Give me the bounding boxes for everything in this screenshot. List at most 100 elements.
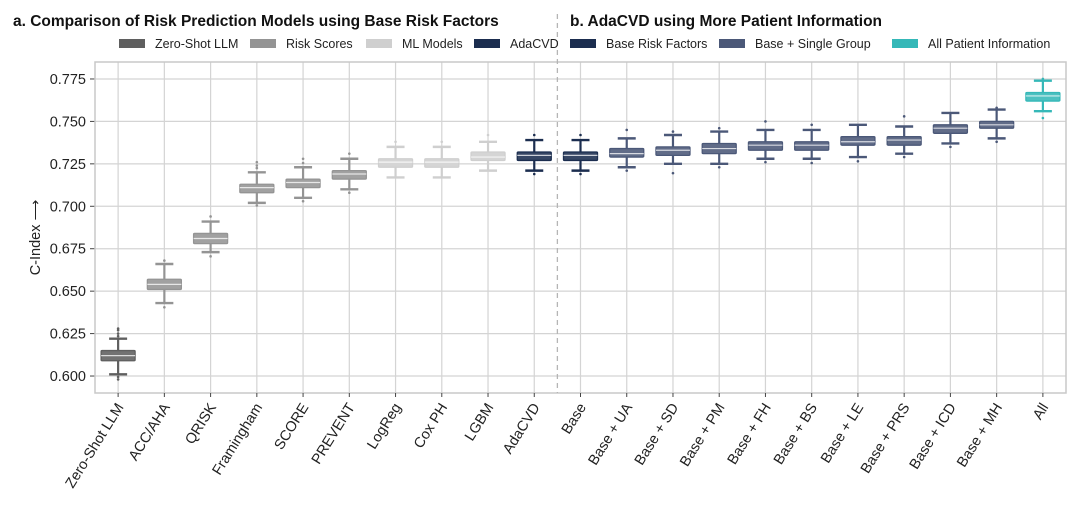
box-iqr [424, 158, 460, 168]
box-qrisk [192, 215, 229, 258]
box-base-fh [747, 120, 784, 164]
box-score [285, 157, 321, 203]
legend-label: Base Risk Factors [606, 37, 707, 51]
y-tick-label: 0.775 [50, 72, 86, 88]
y-tick-label: 0.675 [50, 242, 86, 258]
legend-label: Zero-Shot LLM [155, 37, 238, 51]
box-iqr [840, 136, 876, 146]
outlier-point [116, 327, 120, 330]
y-tick-label: 0.625 [50, 327, 86, 343]
box-iqr [886, 136, 922, 146]
box-all [1025, 77, 1061, 120]
box-iqr [655, 146, 691, 157]
y-axis-arrow: ⟶ [28, 199, 44, 220]
outlier-point [856, 160, 860, 163]
x-tick-label: Framingham [210, 401, 267, 479]
legend-swatch [366, 39, 392, 48]
x-tick-label: QRISK [183, 400, 221, 447]
outlier-point [717, 165, 721, 169]
y-tick-label: 0.750 [50, 114, 86, 130]
box-lgbm [470, 133, 506, 172]
outlier-point [209, 215, 212, 218]
outlier-point [116, 332, 120, 335]
box-base-sd [655, 130, 691, 175]
outlier-point [394, 140, 397, 144]
box-base [562, 133, 599, 176]
x-tick-label: Base [559, 401, 590, 438]
outlier-point [579, 133, 582, 137]
y-tick-labels: 0.600 0.625 0.650 0.675 0.700 0.725 0.750 0.775 [50, 72, 86, 385]
legend-label: Risk Scores [286, 37, 353, 51]
panel-b-title: b. AdaCVD using More Patient Information [570, 13, 882, 30]
x-tick-label: Base + LE [818, 400, 867, 466]
outlier-point [625, 128, 629, 132]
x-tick-label: Zero-Shot LLM [63, 401, 128, 492]
axes-layer: C-Index ⟶ [28, 14, 1067, 397]
boxes-layer [100, 77, 1061, 381]
outlier-point [995, 106, 998, 110]
x-tick-label: Base + ICD [907, 401, 960, 473]
outlier-point [717, 126, 721, 130]
x-tick-label: LogReg [364, 401, 404, 453]
x-tick-label: PREVENT [309, 401, 359, 468]
legend-label: ML Models [402, 37, 463, 51]
outlier-point [255, 160, 259, 164]
box-iqr [609, 147, 645, 158]
outlier-point [255, 166, 259, 170]
legend-label: Base + Single Group [755, 37, 871, 51]
box-cox-ph [424, 140, 460, 179]
outlier-point [671, 171, 675, 175]
outlier-point [209, 255, 212, 258]
outlier-point [301, 157, 305, 161]
box-iqr [1025, 91, 1061, 102]
x-tick-label: Base + SD [632, 401, 683, 469]
y-axis-label: C-Index ⟶ [28, 199, 44, 275]
outlier-point [486, 133, 490, 137]
box-base-ua [609, 128, 645, 172]
box-base-mh [978, 106, 1015, 144]
box-iqr [285, 178, 321, 189]
x-tick-label: Base + PM [677, 401, 728, 470]
y-tick-label: 0.650 [50, 284, 86, 300]
legend-label: AdaCVD [510, 37, 559, 51]
box-adacvd [516, 133, 552, 176]
titles: a. Comparison of Risk Prediction Models … [13, 13, 882, 30]
legend-swatch [570, 39, 596, 48]
y-axis-label-text: C-Index [28, 220, 44, 275]
outlier-point [301, 161, 305, 165]
outlier-point [116, 334, 120, 338]
box-iqr [377, 158, 414, 168]
outlier-point [810, 123, 813, 127]
box-logreg [377, 140, 414, 179]
x-tick-label: Base + PRS [858, 401, 914, 477]
outlier-point [163, 305, 166, 309]
box-iqr [470, 151, 506, 162]
box-base-pm [701, 126, 737, 169]
y-tick-label: 0.725 [50, 157, 86, 173]
outlier-point [902, 155, 906, 159]
outlier-point [532, 133, 536, 137]
box-iqr [932, 124, 969, 134]
legend-swatch [474, 39, 500, 48]
legend-swatch [892, 39, 918, 48]
outlier-point [1041, 116, 1045, 120]
x-tick-label: Base + BS [771, 401, 821, 468]
y-tick-label: 0.700 [50, 199, 86, 215]
outlier-point [348, 152, 351, 155]
outlier-point [671, 130, 675, 133]
x-tick-label: Cox PH [411, 401, 451, 452]
outlier-point [348, 191, 351, 195]
x-tick-label: ACC/AHA [126, 400, 174, 463]
box-iqr [562, 151, 599, 162]
outlier-point [255, 164, 259, 167]
outlier-point [440, 140, 444, 144]
outlier-point [625, 169, 629, 172]
box-iqr [239, 183, 275, 194]
box-prevent [331, 152, 367, 195]
box-iqr [794, 141, 830, 151]
outlier-point [255, 204, 259, 207]
x-tick-label: Base + UA [586, 400, 637, 468]
x-tick-label: Base + FH [725, 401, 775, 468]
outlier-point [764, 160, 767, 164]
